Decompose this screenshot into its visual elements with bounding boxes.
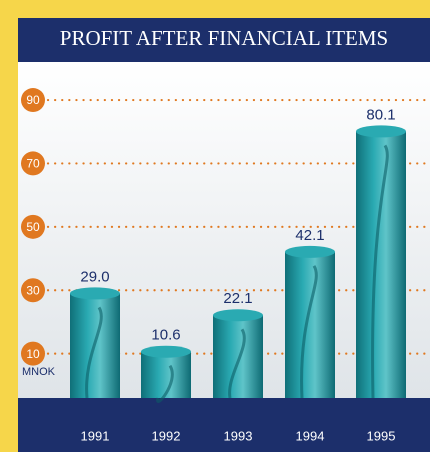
x-tick-label: 1991 xyxy=(81,428,110,443)
value-label: 10.6 xyxy=(151,327,180,344)
value-label: 80.1 xyxy=(366,106,395,123)
bar-cap xyxy=(213,309,263,321)
chart: PROFIT AFTER FINANCIAL ITEMS MNOK 10 30 50… xyxy=(0,0,430,452)
bar-cap xyxy=(70,287,120,299)
bar-cap xyxy=(356,125,406,137)
y-tick-label: 50 xyxy=(26,220,40,234)
bar-cap xyxy=(285,246,335,258)
y-tick-label: 10 xyxy=(26,347,40,361)
value-label: 42.1 xyxy=(295,227,324,244)
y-tick-label: 30 xyxy=(26,283,40,297)
value-label: 29.0 xyxy=(80,268,109,285)
x-tick-label: 1993 xyxy=(224,428,253,443)
x-tick-label: 1994 xyxy=(296,428,325,443)
x-tick-label: 1995 xyxy=(367,428,396,443)
axis-band xyxy=(18,398,430,452)
bar xyxy=(356,131,406,398)
chart-title: PROFIT AFTER FINANCIAL ITEMS xyxy=(60,26,388,50)
y-tick-label: 90 xyxy=(26,93,40,107)
bar xyxy=(213,315,263,398)
x-tick-label: 1992 xyxy=(152,428,181,443)
bar xyxy=(285,252,335,398)
value-label: 22.1 xyxy=(223,290,252,307)
bar-cap xyxy=(141,346,191,358)
y-tick-label: 70 xyxy=(26,157,40,171)
unit-label: MNOK xyxy=(22,366,56,378)
